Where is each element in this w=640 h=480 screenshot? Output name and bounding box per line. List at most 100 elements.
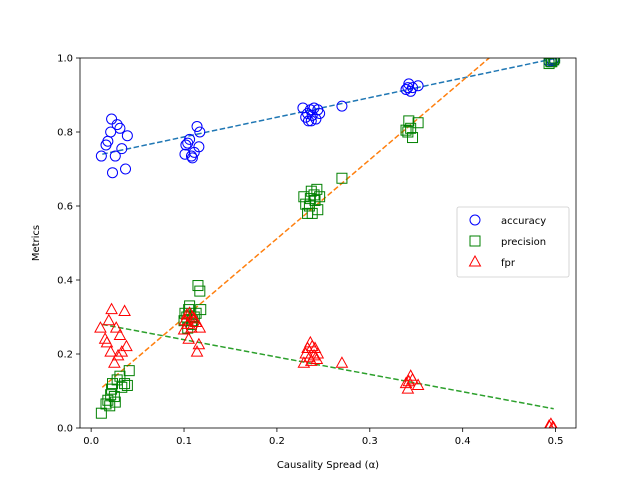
y-tick-label: 1.0 bbox=[57, 54, 73, 65]
fpr-point bbox=[186, 309, 199, 322]
accuracy-point bbox=[109, 150, 121, 162]
fpr-point bbox=[102, 313, 116, 326]
fpr-point bbox=[335, 356, 349, 368]
accuracy-point bbox=[102, 135, 114, 147]
fpr-point bbox=[406, 372, 419, 385]
data-points bbox=[94, 58, 561, 428]
fpr-point bbox=[193, 321, 207, 333]
precision-point bbox=[184, 300, 196, 312]
precision-point bbox=[123, 365, 135, 377]
precision-point bbox=[549, 58, 561, 64]
accuracy-point bbox=[180, 139, 192, 151]
fpr-point bbox=[305, 339, 319, 352]
accuracy-point bbox=[191, 120, 203, 132]
precision-point bbox=[405, 122, 417, 134]
y-axis-label: Metrics bbox=[31, 225, 42, 261]
accuracy-point bbox=[185, 150, 197, 162]
x-tick-label: 0.1 bbox=[176, 436, 192, 447]
accuracy-trend-line bbox=[102, 58, 554, 155]
precision-point bbox=[303, 200, 315, 212]
accuracy-point bbox=[95, 150, 107, 162]
accuracy-point bbox=[116, 143, 128, 155]
precision-point bbox=[194, 285, 206, 297]
precision-point bbox=[192, 280, 204, 292]
fpr-point bbox=[299, 346, 313, 359]
fpr-point bbox=[307, 348, 321, 361]
precision-point bbox=[106, 383, 118, 395]
x-tick-label: 0.0 bbox=[83, 436, 99, 447]
precision-point bbox=[548, 58, 560, 66]
y-tick-label: 0.8 bbox=[57, 128, 73, 139]
x-axis-label: Causality Spread (α) bbox=[277, 460, 379, 471]
accuracy-point bbox=[306, 109, 318, 121]
precision-point bbox=[311, 183, 323, 195]
accuracy-point bbox=[400, 83, 412, 95]
trend-lines bbox=[101, 58, 554, 410]
precision-point bbox=[119, 378, 131, 390]
accuracy-point bbox=[402, 82, 414, 94]
accuracy-point bbox=[114, 122, 126, 134]
precision-point bbox=[546, 58, 558, 68]
accuracy-point bbox=[121, 130, 133, 142]
precision-series bbox=[95, 58, 561, 419]
fpr-point bbox=[411, 378, 425, 390]
plot-area bbox=[94, 58, 561, 428]
fpr-point bbox=[104, 345, 117, 357]
fpr-legend-marker bbox=[468, 254, 482, 267]
accuracy-point bbox=[314, 108, 326, 119]
precision-point bbox=[108, 391, 120, 403]
fpr-point bbox=[399, 376, 413, 389]
y-tick-label: 0.0 bbox=[57, 424, 73, 435]
precision-point bbox=[109, 396, 121, 408]
fpr-point bbox=[190, 345, 204, 357]
fpr-point bbox=[189, 315, 203, 328]
fpr-point bbox=[185, 321, 198, 333]
legend-frame bbox=[456, 206, 570, 278]
accuracy-point bbox=[302, 108, 314, 119]
legend: accuracy precision fpr bbox=[456, 206, 570, 278]
accuracy-point bbox=[194, 126, 206, 138]
fpr-point bbox=[297, 356, 311, 368]
fpr-point bbox=[310, 352, 324, 365]
y-tick-label: 0.4 bbox=[57, 276, 73, 287]
accuracy-point bbox=[336, 100, 348, 112]
x-tick-label: 0.5 bbox=[548, 436, 564, 447]
precision-point bbox=[407, 132, 419, 144]
precision-point bbox=[336, 172, 348, 184]
fpr-point bbox=[177, 322, 191, 335]
fpr-series bbox=[94, 302, 558, 428]
fpr-point bbox=[94, 321, 107, 333]
fpr-point bbox=[549, 420, 558, 428]
precision-legend-marker bbox=[469, 235, 481, 247]
accuracy-point bbox=[106, 113, 118, 125]
legend-label-precision: precision bbox=[501, 237, 546, 248]
precision-point bbox=[102, 394, 114, 406]
accuracy-point bbox=[412, 80, 424, 92]
fpr-point bbox=[111, 348, 125, 361]
accuracy-series bbox=[95, 58, 561, 179]
y-axis-ticks: 0.0 0.2 0.4 0.6 0.8 1.0 bbox=[57, 54, 80, 435]
x-tick-label: 0.4 bbox=[455, 436, 471, 447]
precision-point bbox=[121, 379, 133, 391]
fpr-point bbox=[105, 302, 118, 315]
precision-point bbox=[116, 381, 128, 393]
accuracy-point bbox=[105, 126, 117, 138]
accuracy-point bbox=[120, 163, 132, 175]
fpr-trend-line bbox=[102, 323, 554, 410]
accuracy-point bbox=[186, 152, 198, 164]
fpr-point bbox=[108, 356, 121, 368]
fpr-point bbox=[183, 306, 196, 318]
accuracy-legend-marker bbox=[469, 214, 481, 226]
precision-point bbox=[306, 207, 318, 219]
precision-point bbox=[195, 304, 207, 316]
x-tick-label: 0.2 bbox=[269, 436, 285, 447]
precision-point bbox=[183, 304, 195, 316]
fpr-point bbox=[401, 382, 415, 394]
plot-frame bbox=[79, 57, 577, 429]
fpr-point bbox=[192, 337, 206, 350]
fpr-point bbox=[109, 321, 123, 333]
accuracy-point bbox=[407, 82, 419, 94]
legend-label-accuracy: accuracy bbox=[501, 216, 546, 227]
y-tick-label: 0.2 bbox=[57, 350, 73, 361]
